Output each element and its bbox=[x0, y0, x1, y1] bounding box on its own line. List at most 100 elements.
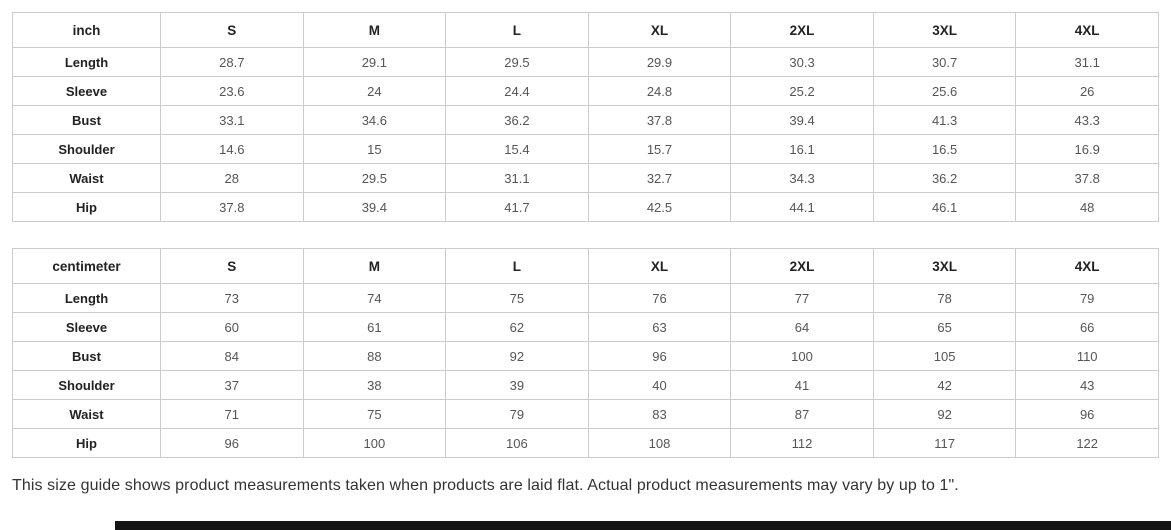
size-column-header: 2XL bbox=[730, 248, 874, 284]
measurement-value: 24 bbox=[302, 76, 447, 106]
measurement-label: Waist bbox=[12, 399, 161, 429]
measurement-label: Hip bbox=[12, 428, 161, 458]
size-column-header: M bbox=[302, 248, 447, 284]
measurement-value: 71 bbox=[160, 399, 304, 429]
size-table-inch: inch S M L XL 2XL 3XL 4XL Length 28.7 29.1 29.5 29.… bbox=[12, 12, 1159, 222]
table-row: Waist 71 75 79 83 87 92 96 bbox=[12, 399, 1159, 429]
measurement-value: 39.4 bbox=[302, 192, 447, 222]
measurement-value: 112 bbox=[730, 428, 874, 458]
measurement-value: 26 bbox=[1015, 76, 1159, 106]
size-column-header: M bbox=[302, 12, 447, 48]
size-table-header: centimeter S M L XL 2XL 3XL 4XL bbox=[12, 248, 1159, 284]
measurement-value: 28.7 bbox=[160, 47, 304, 77]
measurement-value: 61 bbox=[302, 312, 447, 342]
measurement-value: 32.7 bbox=[587, 163, 732, 193]
measurement-value: 34.3 bbox=[730, 163, 874, 193]
measurement-value: 14.6 bbox=[160, 134, 304, 164]
measurement-value: 79 bbox=[1015, 283, 1159, 313]
size-column-header: S bbox=[160, 248, 304, 284]
measurement-value: 96 bbox=[587, 341, 732, 371]
measurement-value: 28 bbox=[160, 163, 304, 193]
table-row: Hip 96 100 106 108 112 117 122 bbox=[12, 428, 1159, 458]
measurement-value: 42.5 bbox=[587, 192, 732, 222]
measurement-value: 16.1 bbox=[730, 134, 874, 164]
size-column-header: XL bbox=[587, 12, 732, 48]
measurement-value: 39.4 bbox=[730, 105, 874, 135]
measurement-value: 63 bbox=[587, 312, 732, 342]
measurement-value: 62 bbox=[445, 312, 589, 342]
measurement-value: 46.1 bbox=[872, 192, 1017, 222]
table-row: Length 28.7 29.1 29.5 29.9 30.3 30.7 31.1 bbox=[12, 47, 1159, 77]
measurement-value: 76 bbox=[587, 283, 732, 313]
measurement-value: 43.3 bbox=[1015, 105, 1159, 135]
measurement-value: 16.9 bbox=[1015, 134, 1159, 164]
measurement-value: 100 bbox=[302, 428, 447, 458]
measurement-label: Waist bbox=[12, 163, 161, 193]
measurement-value: 29.1 bbox=[302, 47, 447, 77]
measurement-label: Bust bbox=[12, 341, 161, 371]
measurement-value: 122 bbox=[1015, 428, 1159, 458]
measurement-value: 39 bbox=[445, 370, 589, 400]
measurement-value: 73 bbox=[160, 283, 304, 313]
measurement-value: 36.2 bbox=[445, 105, 589, 135]
measurement-value: 74 bbox=[302, 283, 447, 313]
measurement-value: 108 bbox=[587, 428, 732, 458]
size-column-header: S bbox=[160, 12, 304, 48]
measurement-value: 60 bbox=[160, 312, 304, 342]
measurement-value: 96 bbox=[1015, 399, 1159, 429]
measurement-value: 30.3 bbox=[730, 47, 874, 77]
measurement-value: 117 bbox=[872, 428, 1017, 458]
size-column-header: L bbox=[445, 12, 589, 48]
header-row: centimeter S M L XL 2XL 3XL 4XL bbox=[12, 248, 1159, 284]
size-column-header: 2XL bbox=[730, 12, 874, 48]
measurement-label: Length bbox=[12, 47, 161, 77]
measurement-label: Bust bbox=[12, 105, 161, 135]
measurement-value: 15 bbox=[302, 134, 447, 164]
table-row: Hip 37.8 39.4 41.7 42.5 44.1 46.1 48 bbox=[12, 192, 1159, 222]
size-column-header: 4XL bbox=[1015, 12, 1159, 48]
size-guide-disclaimer: This size guide shows product measuremen… bbox=[12, 477, 959, 494]
measurement-value: 37.8 bbox=[587, 105, 732, 135]
measurement-label: Length bbox=[12, 283, 161, 313]
measurement-value: 75 bbox=[445, 283, 589, 313]
measurement-value: 37.8 bbox=[160, 192, 304, 222]
measurement-value: 29.9 bbox=[587, 47, 732, 77]
measurement-value: 110 bbox=[1015, 341, 1159, 371]
measurement-value: 84 bbox=[160, 341, 304, 371]
measurement-label: Sleeve bbox=[12, 76, 161, 106]
table-row: Shoulder 37 38 39 40 41 42 43 bbox=[12, 370, 1159, 400]
measurement-value: 83 bbox=[587, 399, 732, 429]
measurement-value: 65 bbox=[872, 312, 1017, 342]
measurement-value: 92 bbox=[872, 399, 1017, 429]
measurement-value: 105 bbox=[872, 341, 1017, 371]
measurement-value: 87 bbox=[730, 399, 874, 429]
measurement-value: 29.5 bbox=[445, 47, 589, 77]
measurement-value: 77 bbox=[730, 283, 874, 313]
measurement-value: 15.4 bbox=[445, 134, 589, 164]
measurement-label: Sleeve bbox=[12, 312, 161, 342]
measurement-label: Shoulder bbox=[12, 134, 161, 164]
table-row: Shoulder 14.6 15 15.4 15.7 16.1 16.5 16.9 bbox=[12, 134, 1159, 164]
measurement-value: 15.7 bbox=[587, 134, 732, 164]
size-table-body: Length 28.7 29.1 29.5 29.9 30.3 30.7 31.1 Sleeve… bbox=[12, 47, 1159, 222]
table-row: Length 73 74 75 76 77 78 79 bbox=[12, 283, 1159, 313]
measurement-value: 88 bbox=[302, 341, 447, 371]
measurement-value: 25.6 bbox=[872, 76, 1017, 106]
size-table-body: Length 73 74 75 76 77 78 79 Sleeve 60 61 62 63 64 65 66… bbox=[12, 283, 1159, 458]
unit-header: inch bbox=[12, 12, 161, 48]
measurement-value: 79 bbox=[445, 399, 589, 429]
table-row: Sleeve 23.6 24 24.4 24.8 25.2 25.6 26 bbox=[12, 76, 1159, 106]
size-table-centimeter: centimeter S M L XL 2XL 3XL 4XL Length 73 74 75 76 7… bbox=[12, 248, 1159, 458]
size-column-header: 4XL bbox=[1015, 248, 1159, 284]
measurement-value: 75 bbox=[302, 399, 447, 429]
measurement-value: 24.8 bbox=[587, 76, 732, 106]
size-column-header: 3XL bbox=[872, 248, 1017, 284]
measurement-value: 43 bbox=[1015, 370, 1159, 400]
measurement-value: 44.1 bbox=[730, 192, 874, 222]
measurement-label: Hip bbox=[12, 192, 161, 222]
header-row: inch S M L XL 2XL 3XL 4XL bbox=[12, 12, 1159, 48]
size-column-header: XL bbox=[587, 248, 732, 284]
measurement-value: 78 bbox=[872, 283, 1017, 313]
measurement-value: 25.2 bbox=[730, 76, 874, 106]
measurement-value: 36.2 bbox=[872, 163, 1017, 193]
